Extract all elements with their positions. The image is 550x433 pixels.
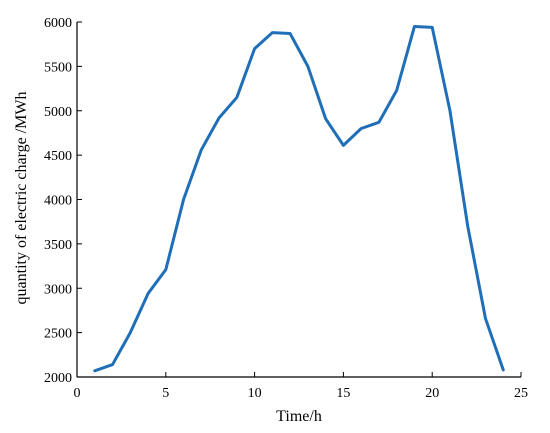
y-tick-label: 2000 <box>44 371 72 386</box>
y-tick-label: 2500 <box>44 327 72 342</box>
y-tick-label: 4000 <box>44 194 72 209</box>
x-tick-label: 5 <box>162 386 169 401</box>
y-tick-label: 5500 <box>44 60 72 75</box>
y-tick-label: 3000 <box>44 282 72 297</box>
x-tick-label: 20 <box>425 386 439 401</box>
x-axis-label: Time/h <box>276 408 322 425</box>
series-group <box>93 24 505 373</box>
y-tick-label: 6000 <box>44 16 72 31</box>
x-tick-label: 10 <box>248 386 262 401</box>
series-line <box>93 24 505 373</box>
x-tick-label: 0 <box>74 386 81 401</box>
x-tick-label: 25 <box>514 386 528 401</box>
axes <box>76 22 521 378</box>
y-tick-label: 4500 <box>44 149 72 164</box>
y-tick-label: 3500 <box>44 238 72 253</box>
ticks: 0 5 10 15 20 25 2000 2500 3000 3500 4000 4500 5000 55… <box>44 16 528 401</box>
x-tick-label: 15 <box>336 386 350 401</box>
y-tick-label: 5000 <box>44 105 72 120</box>
y-axis-label: quantity of electric charge /MWh <box>13 92 30 305</box>
